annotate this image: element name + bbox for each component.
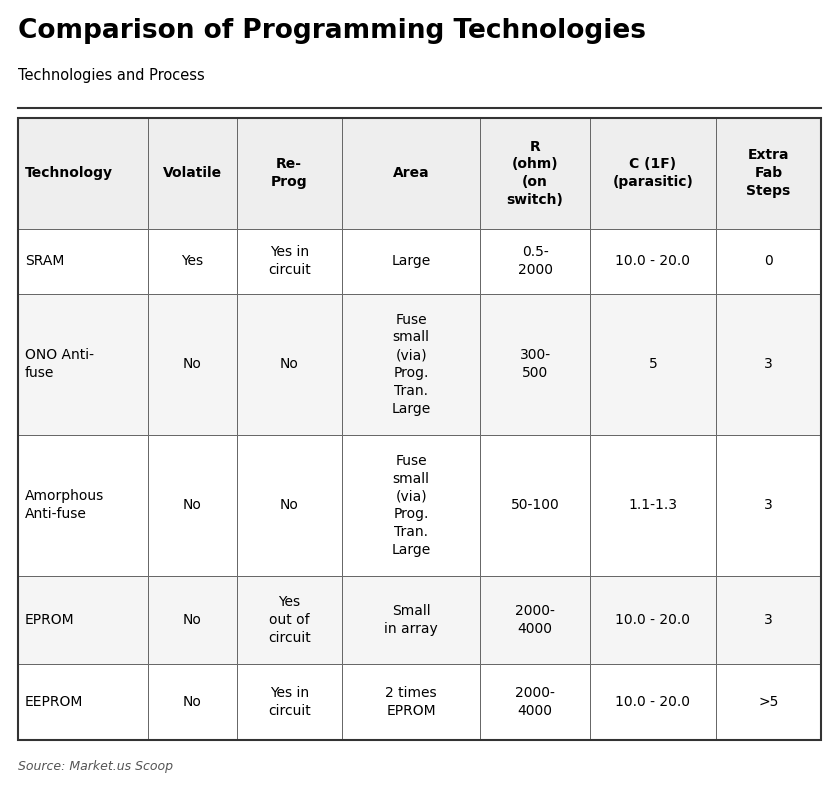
Text: 3: 3 xyxy=(764,498,773,513)
Text: Volatile: Volatile xyxy=(163,166,222,181)
Text: 2 times
EPROM: 2 times EPROM xyxy=(385,686,437,717)
Bar xyxy=(149,294,237,435)
Bar xyxy=(590,118,716,228)
Bar xyxy=(149,118,237,228)
Text: No: No xyxy=(183,613,202,626)
Bar xyxy=(18,118,149,228)
Text: 10.0 - 20.0: 10.0 - 20.0 xyxy=(615,254,690,268)
Text: SRAM: SRAM xyxy=(25,254,65,268)
Bar xyxy=(149,435,237,576)
Text: 10.0 - 20.0: 10.0 - 20.0 xyxy=(615,695,690,709)
Text: Small
in array: Small in array xyxy=(384,604,438,636)
Text: R
(ohm)
(on
switch): R (ohm) (on switch) xyxy=(507,140,564,207)
Bar xyxy=(481,435,590,576)
Bar xyxy=(18,118,821,740)
Text: Extra
Fab
Steps: Extra Fab Steps xyxy=(747,148,790,198)
Bar xyxy=(716,435,821,576)
Text: Yes in
circuit: Yes in circuit xyxy=(268,245,310,277)
Bar xyxy=(481,294,590,435)
Text: 10.0 - 20.0: 10.0 - 20.0 xyxy=(615,613,690,626)
Bar xyxy=(149,663,237,740)
Bar xyxy=(716,118,821,228)
Text: No: No xyxy=(183,695,202,709)
Text: Large: Large xyxy=(392,254,430,268)
Bar xyxy=(341,228,481,294)
Bar xyxy=(341,435,481,576)
Bar xyxy=(716,663,821,740)
Text: Re-
Prog: Re- Prog xyxy=(271,158,307,189)
Bar xyxy=(18,228,149,294)
Text: 300-
500: 300- 500 xyxy=(519,349,550,380)
Text: Yes: Yes xyxy=(181,254,204,268)
Text: No: No xyxy=(183,357,202,371)
Bar xyxy=(237,435,341,576)
Bar xyxy=(237,228,341,294)
Bar xyxy=(716,294,821,435)
Text: Technologies and Process: Technologies and Process xyxy=(18,68,205,83)
Bar xyxy=(341,294,481,435)
Bar xyxy=(237,294,341,435)
Bar xyxy=(237,118,341,228)
Text: No: No xyxy=(279,357,299,371)
Bar xyxy=(481,576,590,663)
Bar xyxy=(590,663,716,740)
Text: EPROM: EPROM xyxy=(25,613,75,626)
Text: 3: 3 xyxy=(764,613,773,626)
Text: 50-100: 50-100 xyxy=(511,498,560,513)
Text: 3: 3 xyxy=(764,357,773,371)
Bar xyxy=(590,228,716,294)
Text: ONO Anti-
fuse: ONO Anti- fuse xyxy=(25,349,94,380)
Bar xyxy=(341,576,481,663)
Text: EEPROM: EEPROM xyxy=(25,695,83,709)
Bar xyxy=(18,294,149,435)
Bar xyxy=(481,118,590,228)
Text: 2000-
4000: 2000- 4000 xyxy=(515,604,555,636)
Text: 5: 5 xyxy=(649,357,657,371)
Text: >5: >5 xyxy=(758,695,779,709)
Text: 1.1-1.3: 1.1-1.3 xyxy=(628,498,677,513)
Bar xyxy=(590,294,716,435)
Bar xyxy=(18,576,149,663)
Text: Comparison of Programming Technologies: Comparison of Programming Technologies xyxy=(18,18,646,44)
Bar xyxy=(237,576,341,663)
Bar xyxy=(481,663,590,740)
Text: Yes
out of
circuit: Yes out of circuit xyxy=(268,595,310,644)
Bar xyxy=(716,576,821,663)
Bar xyxy=(481,228,590,294)
Text: Fuse
small
(via)
Prog.
Tran.
Large: Fuse small (via) Prog. Tran. Large xyxy=(392,454,430,557)
Text: 0: 0 xyxy=(764,254,773,268)
Text: No: No xyxy=(279,498,299,513)
Bar xyxy=(149,576,237,663)
Bar xyxy=(590,435,716,576)
Text: Technology: Technology xyxy=(25,166,113,181)
Text: Amorphous
Anti-fuse: Amorphous Anti-fuse xyxy=(25,489,104,521)
Text: Area: Area xyxy=(393,166,430,181)
Text: Source: Market.us Scoop: Source: Market.us Scoop xyxy=(18,760,173,773)
Text: 2000-
4000: 2000- 4000 xyxy=(515,686,555,717)
Bar xyxy=(590,576,716,663)
Text: Yes in
circuit: Yes in circuit xyxy=(268,686,310,717)
Bar xyxy=(18,663,149,740)
Bar xyxy=(716,228,821,294)
Text: C (1F)
(parasitic): C (1F) (parasitic) xyxy=(612,158,693,189)
Bar xyxy=(149,228,237,294)
Bar xyxy=(237,663,341,740)
Bar xyxy=(341,663,481,740)
Bar xyxy=(341,118,481,228)
Bar xyxy=(18,435,149,576)
Text: Fuse
small
(via)
Prog.
Tran.
Large: Fuse small (via) Prog. Tran. Large xyxy=(392,312,430,416)
Text: 0.5-
2000: 0.5- 2000 xyxy=(518,245,553,277)
Text: No: No xyxy=(183,498,202,513)
